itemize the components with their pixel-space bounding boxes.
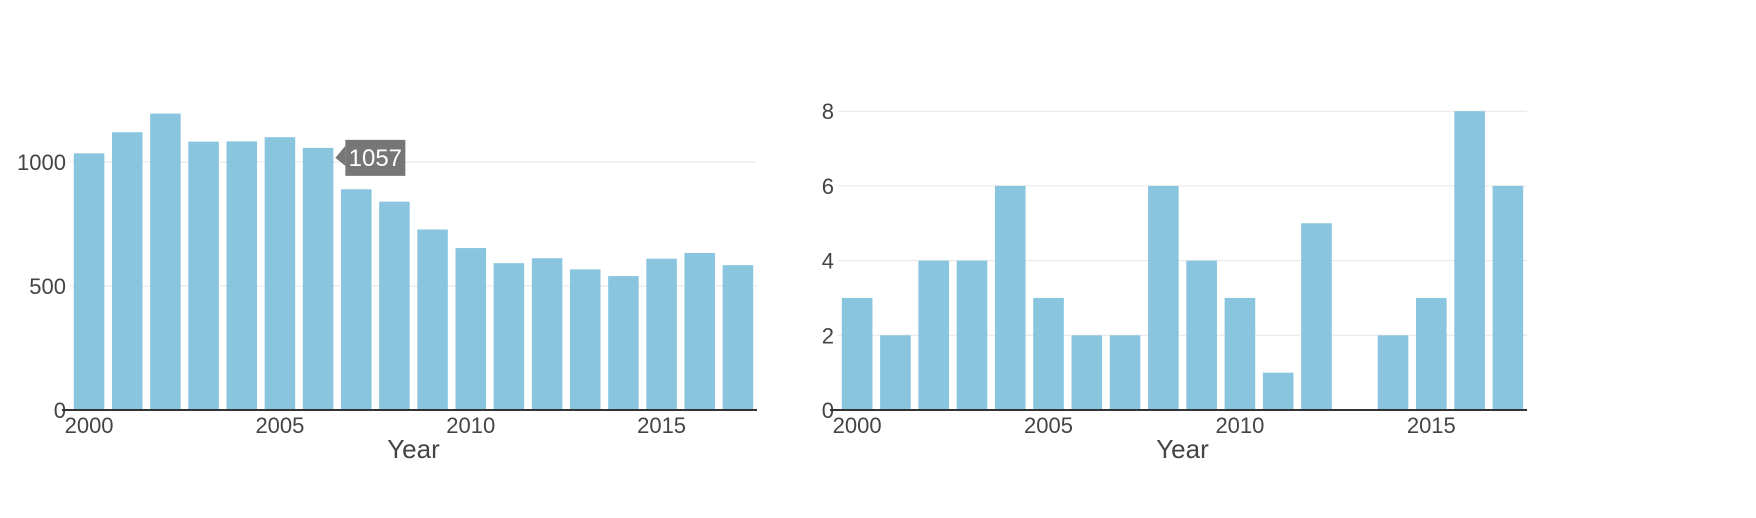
bar-2015[interactable] [1415, 297, 1447, 410]
bar-2003[interactable] [956, 260, 988, 410]
bar-2011[interactable] [493, 263, 525, 410]
bar-2017[interactable] [1492, 185, 1524, 410]
bar-2017[interactable] [722, 265, 754, 410]
x-tick-label: 2015 [637, 413, 686, 438]
x-tick-label: 2015 [1407, 413, 1456, 438]
x-tick-label: 2000 [833, 413, 882, 438]
bar-2015[interactable] [646, 258, 677, 410]
y-tick-label: 1000 [17, 150, 66, 175]
bar-2008[interactable] [379, 201, 410, 410]
bar-2002[interactable] [150, 113, 181, 410]
x-axis-title: Year [1156, 434, 1209, 464]
bar-2008[interactable] [1148, 185, 1179, 410]
bar-2007[interactable] [1109, 335, 1141, 410]
bar-2004[interactable] [994, 185, 1026, 410]
bar-2007[interactable] [340, 189, 372, 410]
y-tick-label: 2 [822, 323, 834, 348]
bar-2012[interactable] [1301, 223, 1332, 410]
y-tick-label: 500 [29, 274, 66, 299]
hover-tooltip: 1057 [335, 139, 406, 176]
x-tick-label: 2005 [255, 413, 304, 438]
bar-2016[interactable] [1454, 111, 1485, 410]
bar-2011[interactable] [1262, 372, 1294, 410]
bar-2004[interactable] [226, 141, 258, 410]
x-tick-label: 2010 [1215, 413, 1264, 438]
y-tick-label: 8 [822, 99, 834, 124]
bar-2012[interactable] [531, 258, 563, 410]
x-axis-title: Year [387, 434, 440, 464]
bar-2006[interactable] [302, 147, 334, 410]
bar-2000[interactable] [841, 297, 873, 410]
tooltip-value: 1057 [349, 145, 402, 172]
bar-2002[interactable] [918, 260, 950, 410]
y-tick-label: 0 [54, 398, 66, 423]
bar-chart-right: 0 2 4 6 8 2000 2005 2010 2015 Year [822, 99, 1527, 464]
y-tick-label: 0 [822, 398, 834, 423]
y-tick-label: 4 [822, 249, 834, 274]
bar-2005[interactable] [264, 137, 296, 410]
bar-2014[interactable] [1377, 335, 1409, 410]
x-tick-label: 2000 [65, 413, 114, 438]
bar-2013[interactable] [569, 269, 601, 410]
x-tick-label: 2010 [446, 413, 495, 438]
bar-2010[interactable] [1224, 297, 1256, 410]
bar-chart-left: 0 500 1000 2000 2005 2010 2015 Year 1057 [17, 113, 757, 464]
bar-2003[interactable] [188, 141, 219, 410]
bar-2016[interactable] [684, 253, 716, 410]
y-tick-label: 6 [822, 174, 834, 199]
bar-2014[interactable] [608, 276, 639, 410]
x-tick-label: 2005 [1024, 413, 1073, 438]
bar-2009[interactable] [417, 229, 448, 410]
bar-2001[interactable] [880, 335, 911, 410]
bar-2005[interactable] [1033, 297, 1064, 410]
bar-2009[interactable] [1186, 260, 1217, 410]
bar-2010[interactable] [455, 248, 487, 410]
bar-2001[interactable] [111, 132, 143, 411]
bar-2006[interactable] [1071, 335, 1103, 410]
bar-2000[interactable] [73, 153, 105, 410]
